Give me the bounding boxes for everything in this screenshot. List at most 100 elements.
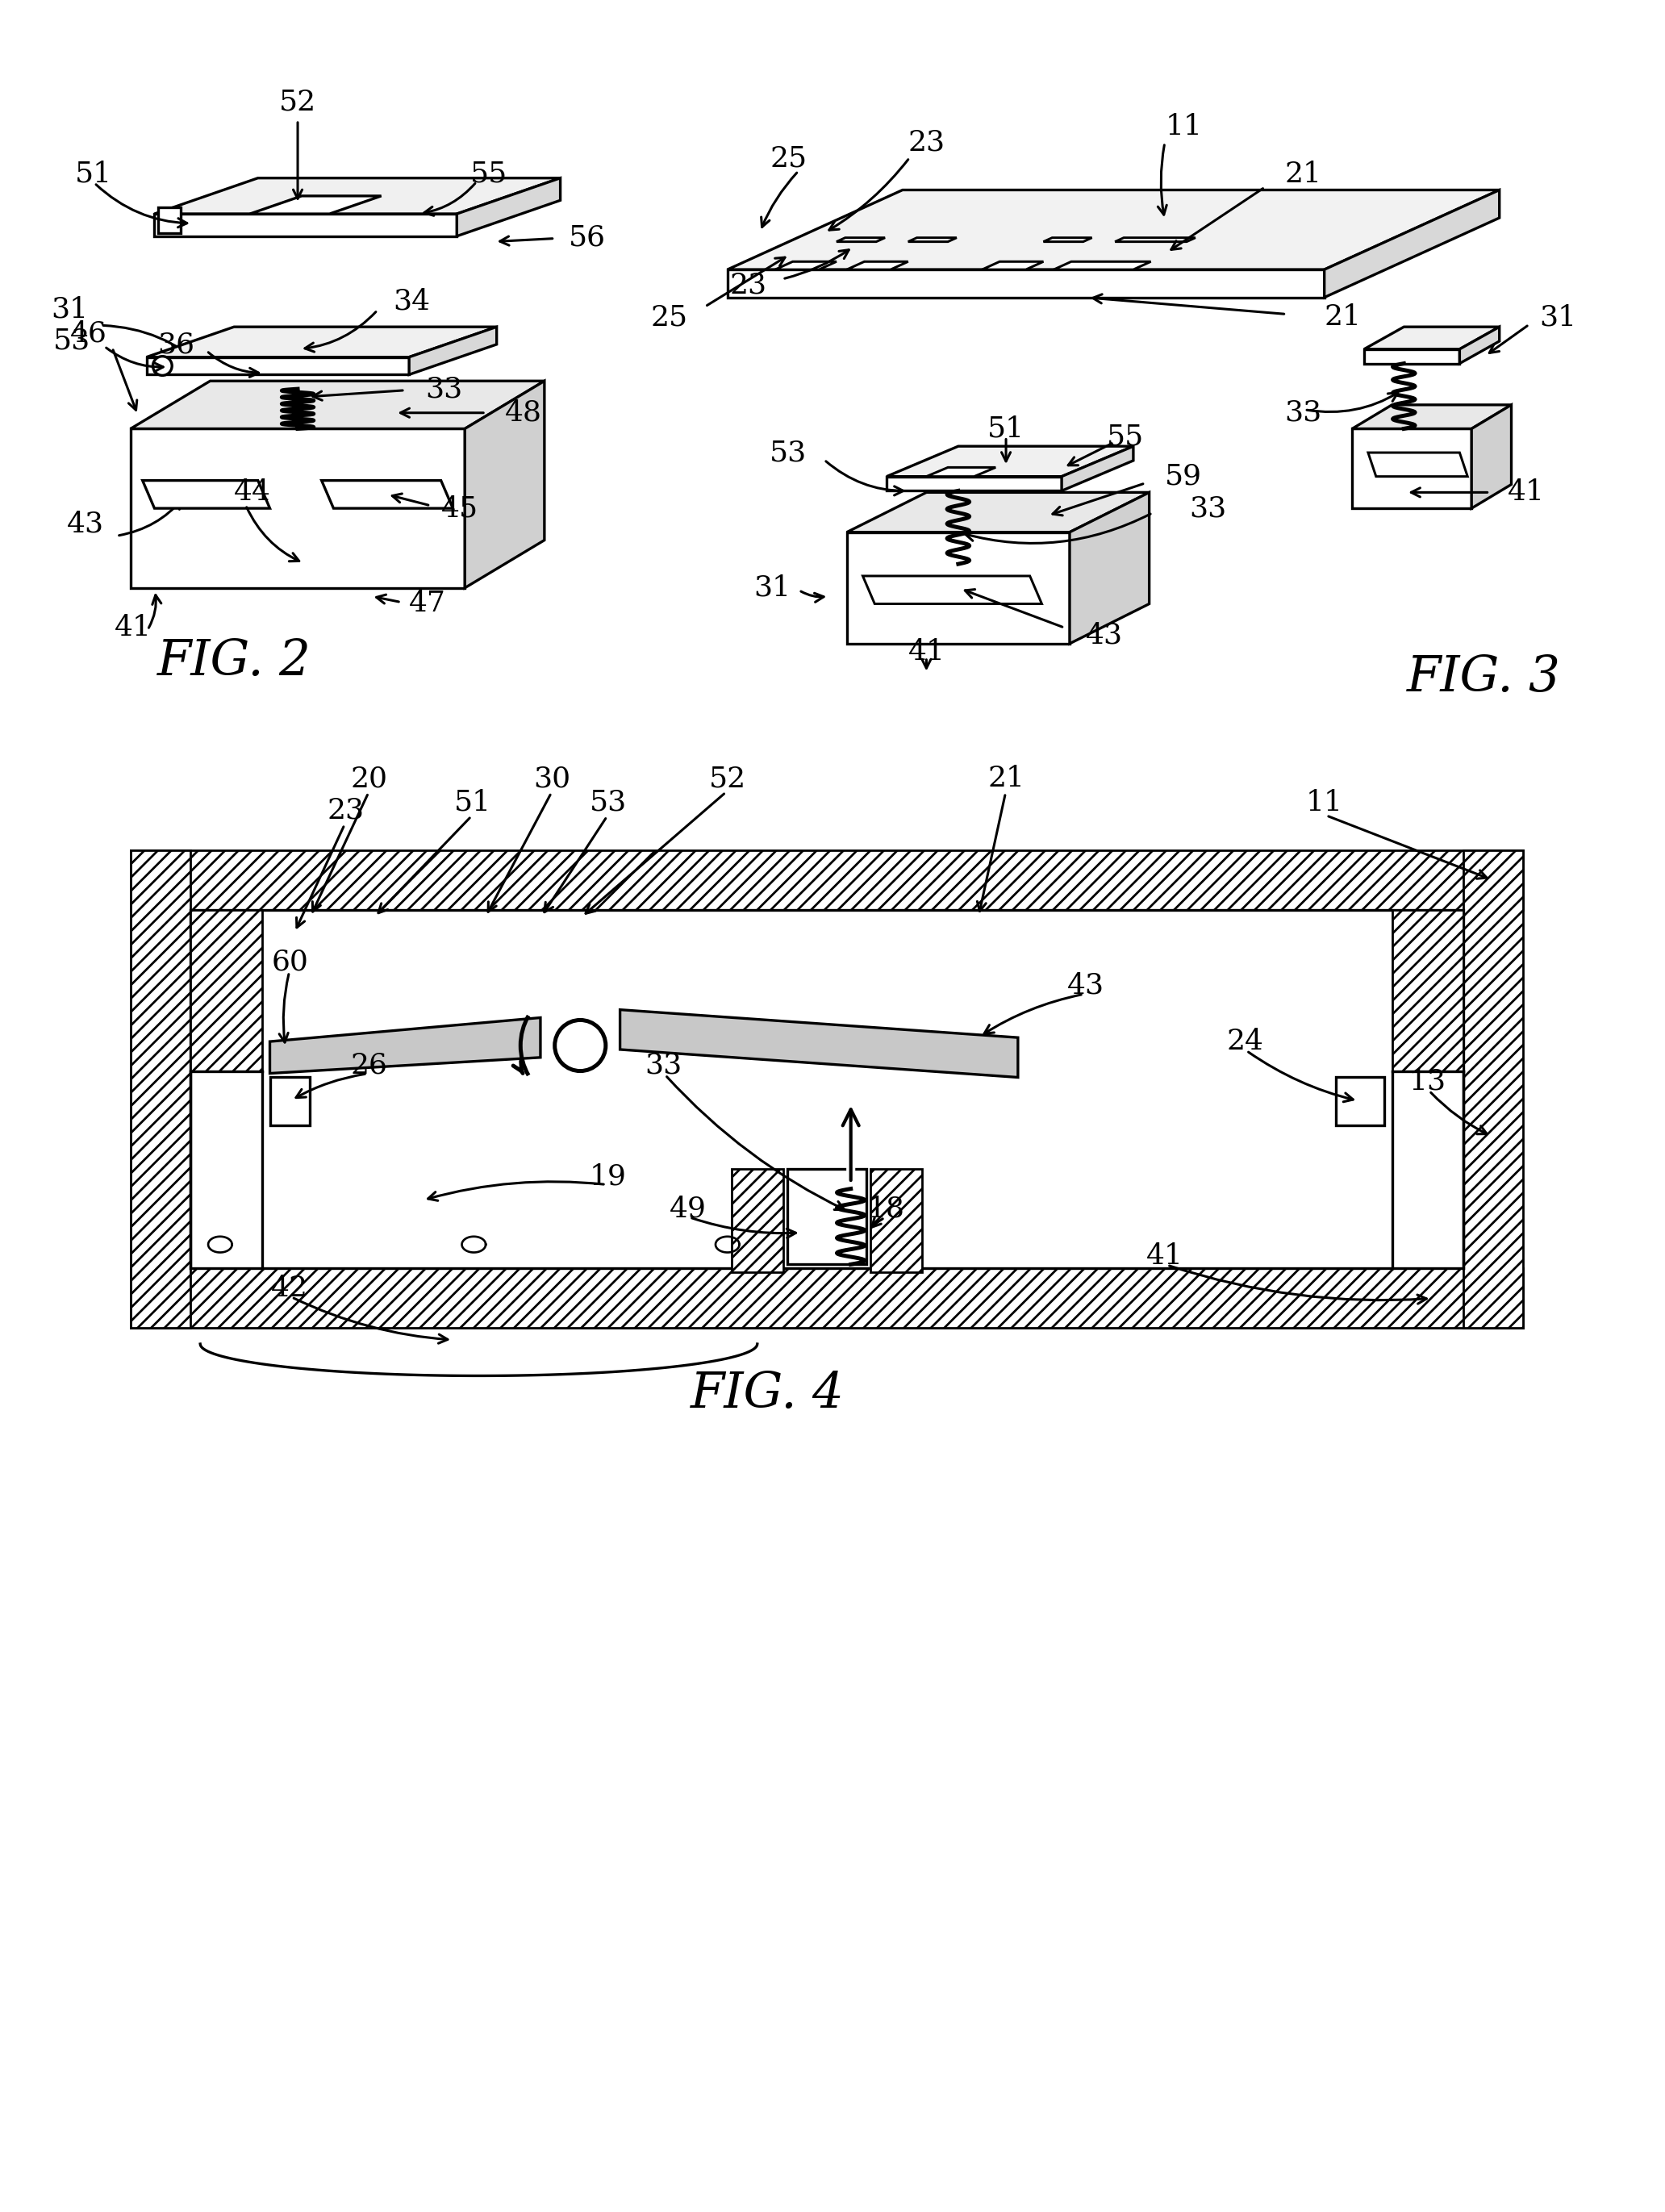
Polygon shape (456, 177, 561, 237)
Bar (158, 208, 181, 232)
Bar (130, 1267, 1523, 1327)
Text: 41: 41 (1147, 1243, 1184, 1270)
Text: 11: 11 (1166, 113, 1202, 139)
Text: FIG. 4: FIG. 4 (691, 1369, 844, 1418)
Polygon shape (270, 1077, 310, 1126)
Polygon shape (887, 476, 1062, 491)
Circle shape (153, 356, 171, 376)
Text: 18: 18 (867, 1194, 906, 1223)
Polygon shape (1352, 405, 1512, 429)
Text: 56: 56 (568, 223, 606, 252)
Text: 41: 41 (907, 637, 946, 666)
Polygon shape (1364, 349, 1460, 363)
Polygon shape (147, 327, 496, 356)
Polygon shape (1364, 327, 1500, 349)
Polygon shape (1062, 447, 1134, 491)
Text: 53: 53 (769, 438, 808, 467)
Polygon shape (847, 493, 1149, 533)
Text: 33: 33 (1189, 495, 1227, 522)
Polygon shape (836, 237, 886, 241)
Polygon shape (1044, 237, 1092, 241)
Text: 60: 60 (271, 949, 308, 975)
Text: 34: 34 (393, 288, 431, 314)
Text: 53: 53 (53, 327, 92, 354)
Text: FIG. 3: FIG. 3 (1407, 653, 1560, 701)
Text: 20: 20 (351, 765, 388, 792)
Text: 23: 23 (729, 272, 768, 299)
Polygon shape (907, 237, 957, 241)
Text: 55: 55 (470, 159, 508, 188)
Polygon shape (728, 190, 1500, 270)
Text: 51: 51 (987, 416, 1024, 442)
Text: 43: 43 (1086, 622, 1122, 650)
Text: 51: 51 (75, 159, 112, 188)
Text: 23: 23 (907, 128, 946, 155)
Polygon shape (887, 447, 1134, 476)
Bar (871, 1168, 922, 1272)
Text: 25: 25 (769, 144, 808, 173)
Text: 21: 21 (987, 765, 1024, 792)
Text: 33: 33 (644, 1051, 683, 1079)
Text: 53: 53 (589, 790, 626, 816)
Polygon shape (270, 1018, 541, 1073)
Polygon shape (862, 575, 1042, 604)
Bar (728, 270, 1324, 296)
Text: 55: 55 (1107, 422, 1144, 451)
Bar (190, 909, 1464, 1267)
Text: 43: 43 (1067, 971, 1104, 1000)
Text: 52: 52 (280, 88, 316, 117)
Polygon shape (982, 261, 1044, 270)
Polygon shape (847, 533, 1069, 644)
Polygon shape (321, 480, 453, 509)
Circle shape (554, 1020, 606, 1071)
Polygon shape (1369, 453, 1467, 476)
Polygon shape (410, 327, 496, 374)
Text: 51: 51 (455, 790, 491, 816)
Text: 44: 44 (235, 478, 271, 507)
Text: 33: 33 (1284, 398, 1322, 427)
Text: 31: 31 (52, 296, 88, 323)
Polygon shape (155, 215, 456, 237)
Polygon shape (1069, 493, 1149, 644)
Polygon shape (776, 261, 836, 270)
Polygon shape (1054, 261, 1151, 270)
Text: 31: 31 (1538, 303, 1577, 332)
Text: 52: 52 (709, 765, 746, 792)
Text: 59: 59 (1166, 462, 1202, 491)
Bar (788, 1168, 867, 1265)
Polygon shape (465, 380, 544, 588)
Bar (731, 1168, 783, 1272)
Bar (190, 909, 261, 1071)
Text: 47: 47 (410, 591, 446, 617)
Text: 21: 21 (1284, 159, 1322, 188)
Text: 21: 21 (1324, 303, 1362, 332)
Text: 49: 49 (669, 1194, 706, 1223)
Text: 41: 41 (1507, 478, 1545, 507)
Text: 11: 11 (1305, 790, 1344, 816)
Polygon shape (130, 429, 465, 588)
Text: 43: 43 (67, 511, 105, 538)
Polygon shape (130, 380, 544, 429)
Text: 30: 30 (534, 765, 571, 792)
Text: 23: 23 (326, 796, 365, 825)
Polygon shape (1324, 190, 1500, 296)
Polygon shape (1472, 405, 1512, 509)
Polygon shape (847, 261, 907, 270)
Text: 31: 31 (754, 575, 791, 602)
Text: 19: 19 (589, 1164, 626, 1190)
Text: FIG. 2: FIG. 2 (157, 637, 311, 686)
Bar (1464, 852, 1523, 1327)
Text: 33: 33 (425, 376, 463, 403)
Text: 42: 42 (271, 1274, 308, 1303)
Text: 26: 26 (351, 1051, 388, 1079)
Text: 25: 25 (651, 303, 688, 332)
Text: 45: 45 (441, 495, 478, 522)
Bar (1392, 909, 1464, 1071)
Bar (130, 852, 190, 1327)
Text: 48: 48 (504, 398, 541, 427)
Bar (130, 852, 1523, 909)
Polygon shape (143, 480, 270, 509)
Polygon shape (1116, 237, 1195, 241)
Polygon shape (147, 356, 410, 374)
Polygon shape (1460, 327, 1500, 363)
